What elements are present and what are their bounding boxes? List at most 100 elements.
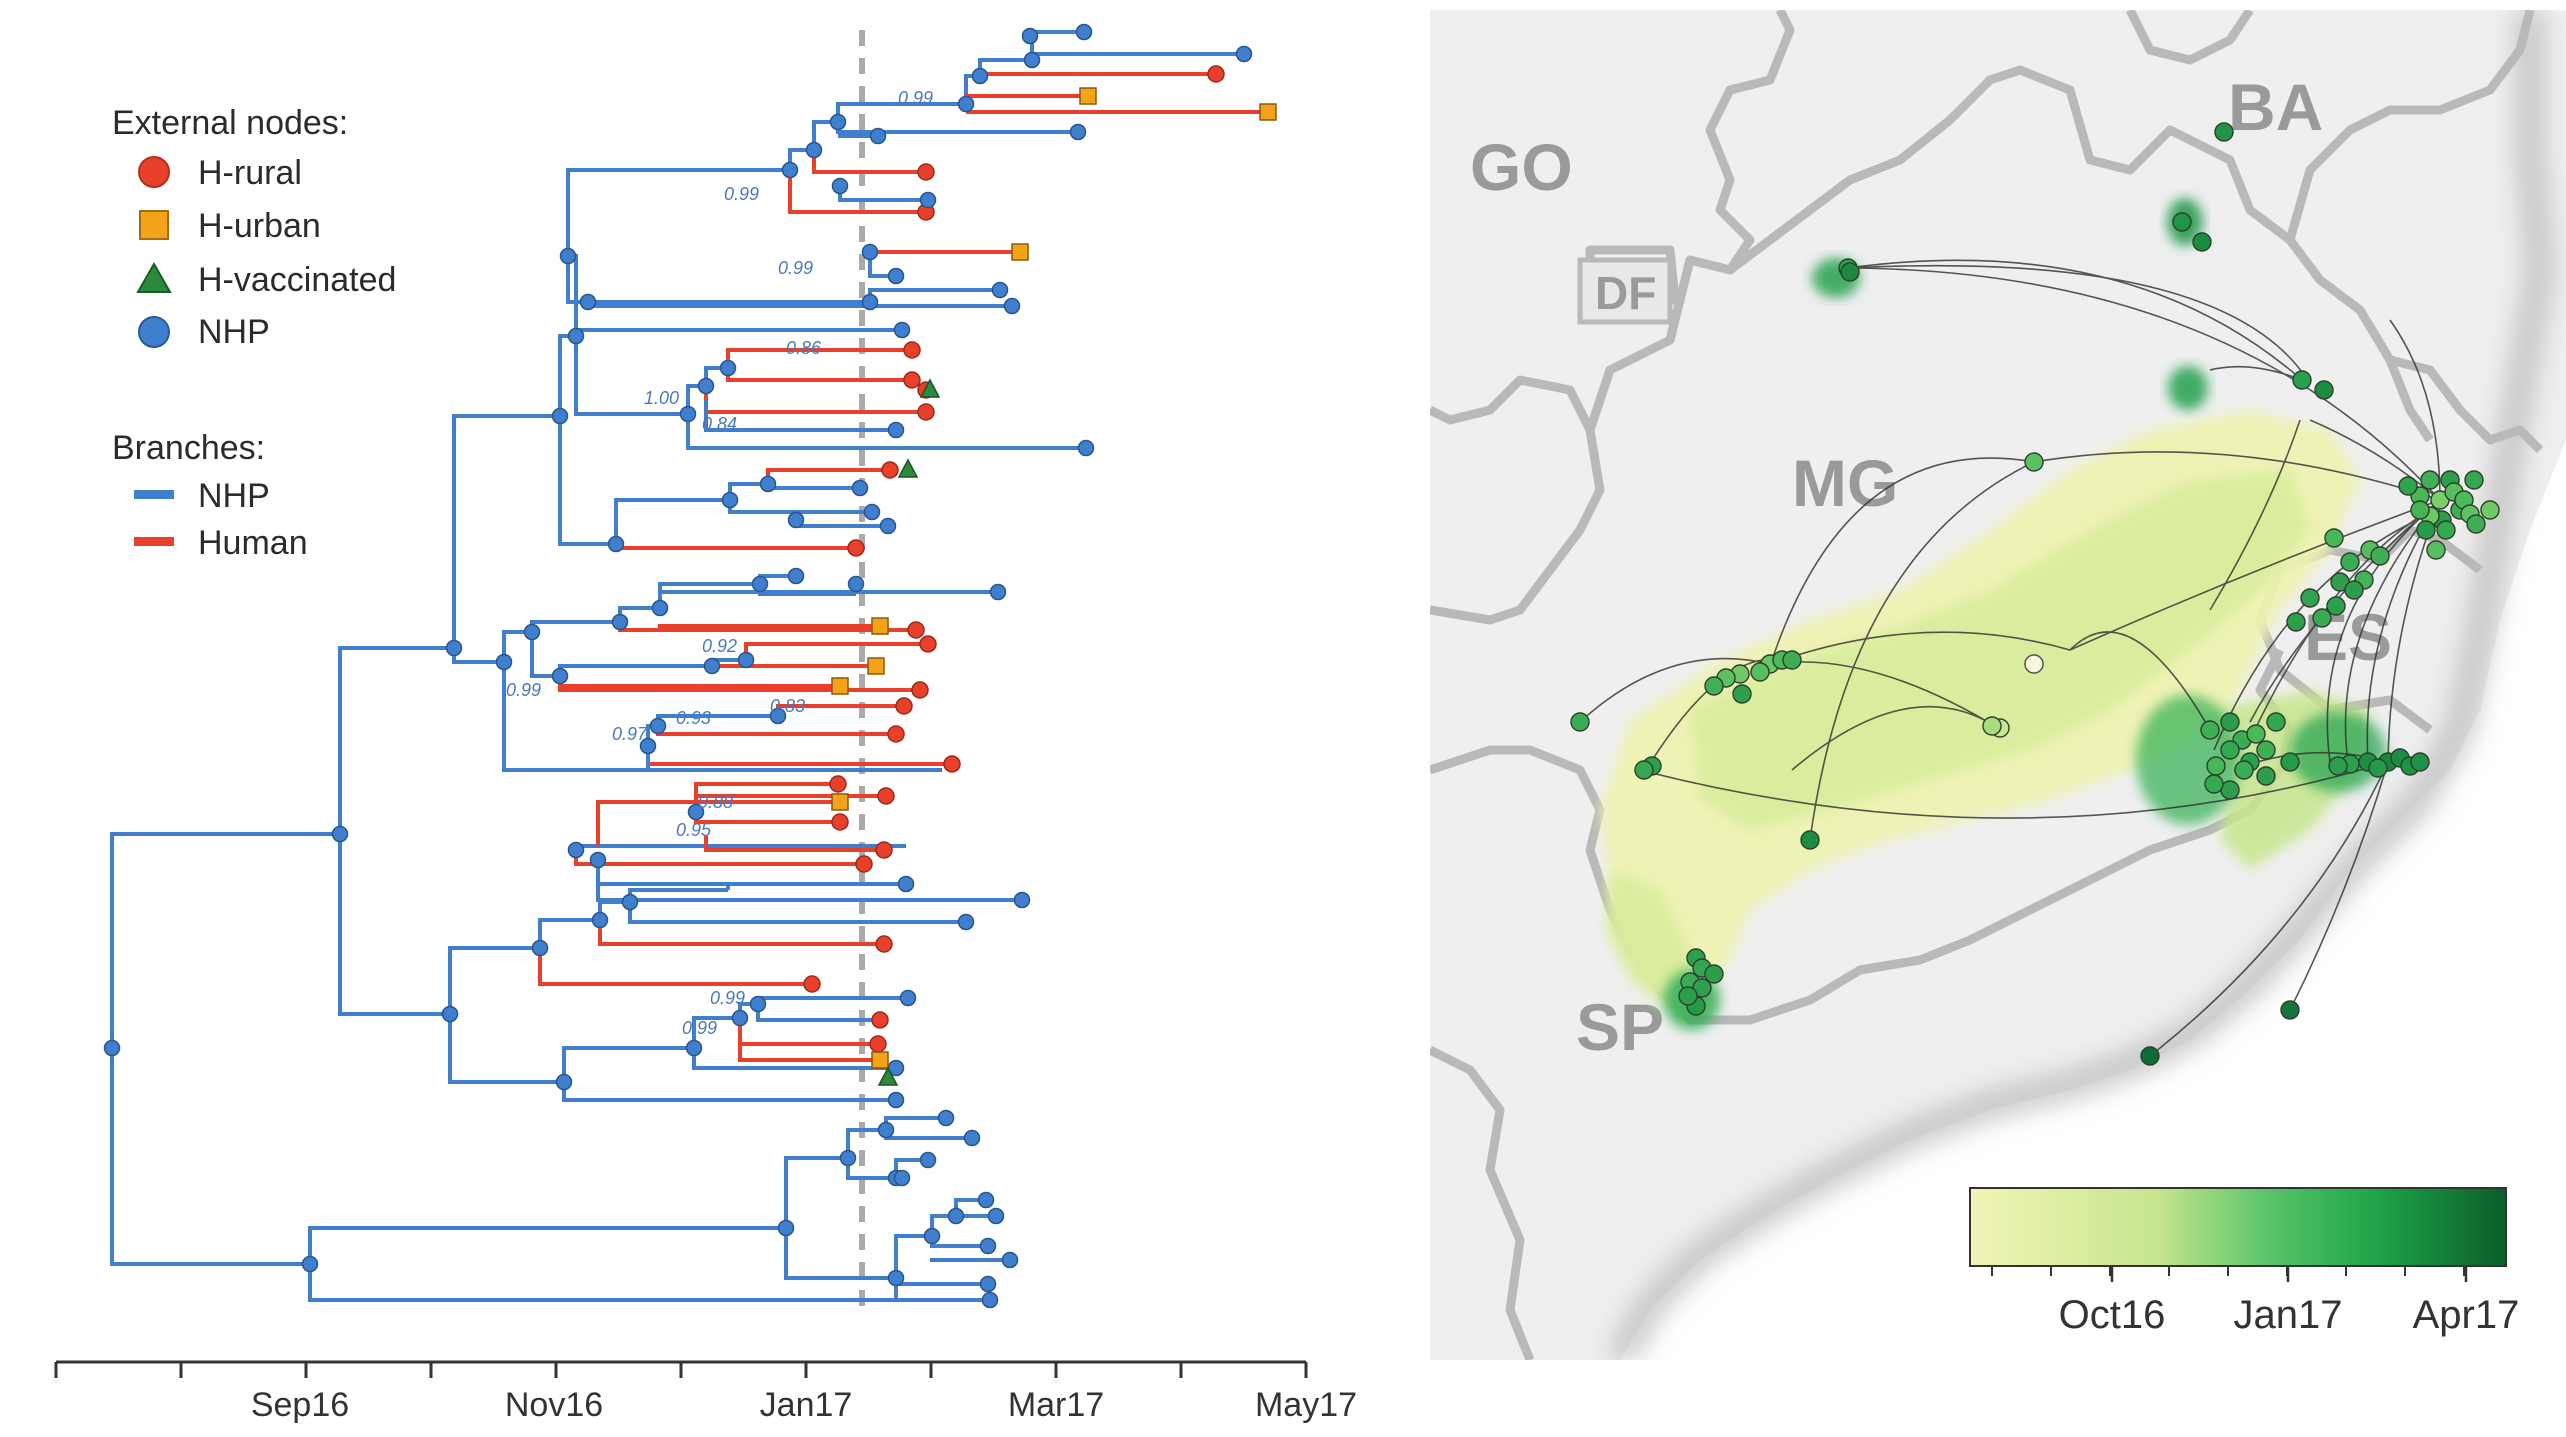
internal-node	[923, 1227, 941, 1245]
tree-branch	[894, 1234, 932, 1278]
legend-h-rural-icon	[138, 156, 170, 188]
tip-nhp	[957, 913, 975, 931]
sample-point	[2480, 500, 2500, 520]
internal-node	[839, 1149, 857, 1167]
legend-h-vaccinated-label: H-vaccinated	[198, 261, 396, 299]
axis-tick-label: Jan17	[760, 1386, 853, 1424]
sample-point	[2436, 520, 2456, 540]
internal-node	[551, 407, 569, 425]
sample-point	[2300, 588, 2320, 608]
tip-h-rural	[903, 341, 921, 359]
support-value: 0.95	[676, 820, 712, 840]
internal-node	[751, 575, 769, 593]
tip-nhp	[787, 567, 805, 585]
support-value: 0.99	[778, 258, 813, 278]
tree-branch	[784, 1156, 848, 1228]
sample-point	[2410, 500, 2430, 520]
tip-nhp	[863, 503, 881, 521]
support-value: 0.86	[786, 338, 822, 358]
internal-node	[877, 1121, 895, 1139]
sample-point	[2140, 1046, 2160, 1066]
tip-h-urban	[871, 1051, 889, 1069]
tip-nhp	[963, 1129, 981, 1147]
support-value: 0.99	[710, 988, 745, 1008]
sample-point	[1634, 760, 1654, 780]
spread-map: GO DF BA MG ES SP Oct16 Jan17 Apr17	[1430, 10, 2566, 1360]
tree-branch	[558, 416, 616, 546]
support-values: 0.99 0.99 0.99 0.86 1.00 0.84 0.92 0.99 …	[506, 88, 933, 1038]
internal-node	[639, 737, 657, 755]
tree-branch	[558, 334, 576, 416]
migration-curve	[1847, 264, 2303, 373]
tip-h-rural	[877, 787, 895, 805]
ocean	[1620, 440, 2566, 1360]
tree-branch	[614, 544, 856, 550]
support-value: 1.00	[644, 388, 679, 408]
tree-branch	[562, 1046, 694, 1082]
tree-branch	[704, 400, 896, 432]
tip-nhp	[899, 989, 917, 1007]
migration-curve	[1639, 761, 2389, 819]
internal-node	[957, 95, 975, 113]
internal-node	[551, 667, 569, 685]
tip-nhp	[887, 1091, 905, 1109]
tip-nhp	[989, 583, 1007, 601]
tree-branch	[646, 746, 952, 766]
phylogenetic-tree: External nodes: H-rural H-urban H-vaccin…	[54, 23, 1357, 1424]
tip-h-vaccinated	[919, 378, 941, 398]
tip-h-rural	[855, 855, 873, 873]
tree-branch	[758, 584, 856, 596]
sample-point	[2426, 540, 2446, 560]
legend-h-vaccinated-icon	[136, 261, 172, 293]
tip-nhp	[979, 1275, 997, 1293]
legend-external-title: External nodes:	[112, 104, 348, 142]
tip-nhp	[893, 321, 911, 339]
sample-point	[1704, 676, 1724, 696]
sample-point	[2466, 514, 2486, 534]
tip-nhp	[919, 191, 937, 209]
sample-point	[2292, 370, 2312, 390]
tip-nhp	[981, 1291, 999, 1309]
internal-node	[787, 511, 805, 529]
tree-branch	[766, 468, 890, 484]
support-value: 0.92	[702, 636, 737, 656]
tree-branch	[448, 946, 540, 1014]
tip-nhp	[879, 517, 897, 535]
sample-point	[2192, 232, 2212, 252]
tip-nhp	[987, 1207, 1005, 1225]
internal-node	[861, 293, 879, 311]
migration-curve	[2069, 499, 2441, 651]
tree-branch	[308, 1264, 990, 1302]
tree-branch	[694, 782, 838, 812]
migration-curve	[1579, 657, 1771, 723]
internal-node	[887, 1269, 905, 1287]
tree-branch	[558, 664, 712, 676]
legend-h-rural-label: H-rural	[198, 154, 302, 192]
legend-h-urban-icon	[139, 210, 169, 240]
tree-branch	[574, 850, 864, 866]
tree-branch	[686, 414, 1086, 450]
tip-nhp	[847, 575, 865, 593]
tip-nhp	[991, 281, 1009, 299]
tip-h-rural	[917, 403, 935, 421]
tree-branch	[338, 646, 454, 834]
internal-node	[441, 1005, 459, 1023]
internal-node	[731, 1009, 749, 1027]
sample-point	[1732, 684, 1752, 704]
tree-branch	[448, 1014, 564, 1084]
migration-curve	[2289, 761, 2389, 1011]
sample-point	[2344, 580, 2364, 600]
tree-branch	[728, 500, 872, 514]
axis-tick-label: Nov16	[505, 1386, 603, 1424]
sample-point	[1982, 716, 2002, 736]
tree-branch	[658, 624, 880, 628]
tree-branch	[766, 484, 860, 490]
tip-nhp	[869, 127, 887, 145]
legend-h-urban-label: H-urban	[198, 207, 321, 245]
tip-h-rural	[1207, 65, 1225, 83]
tree-nodes	[103, 23, 1277, 1309]
legend-branch-nhp-label: NHP	[198, 477, 270, 515]
tip-h-urban	[1259, 103, 1277, 121]
sample-point	[2410, 752, 2430, 772]
tip-nhp	[897, 875, 915, 893]
